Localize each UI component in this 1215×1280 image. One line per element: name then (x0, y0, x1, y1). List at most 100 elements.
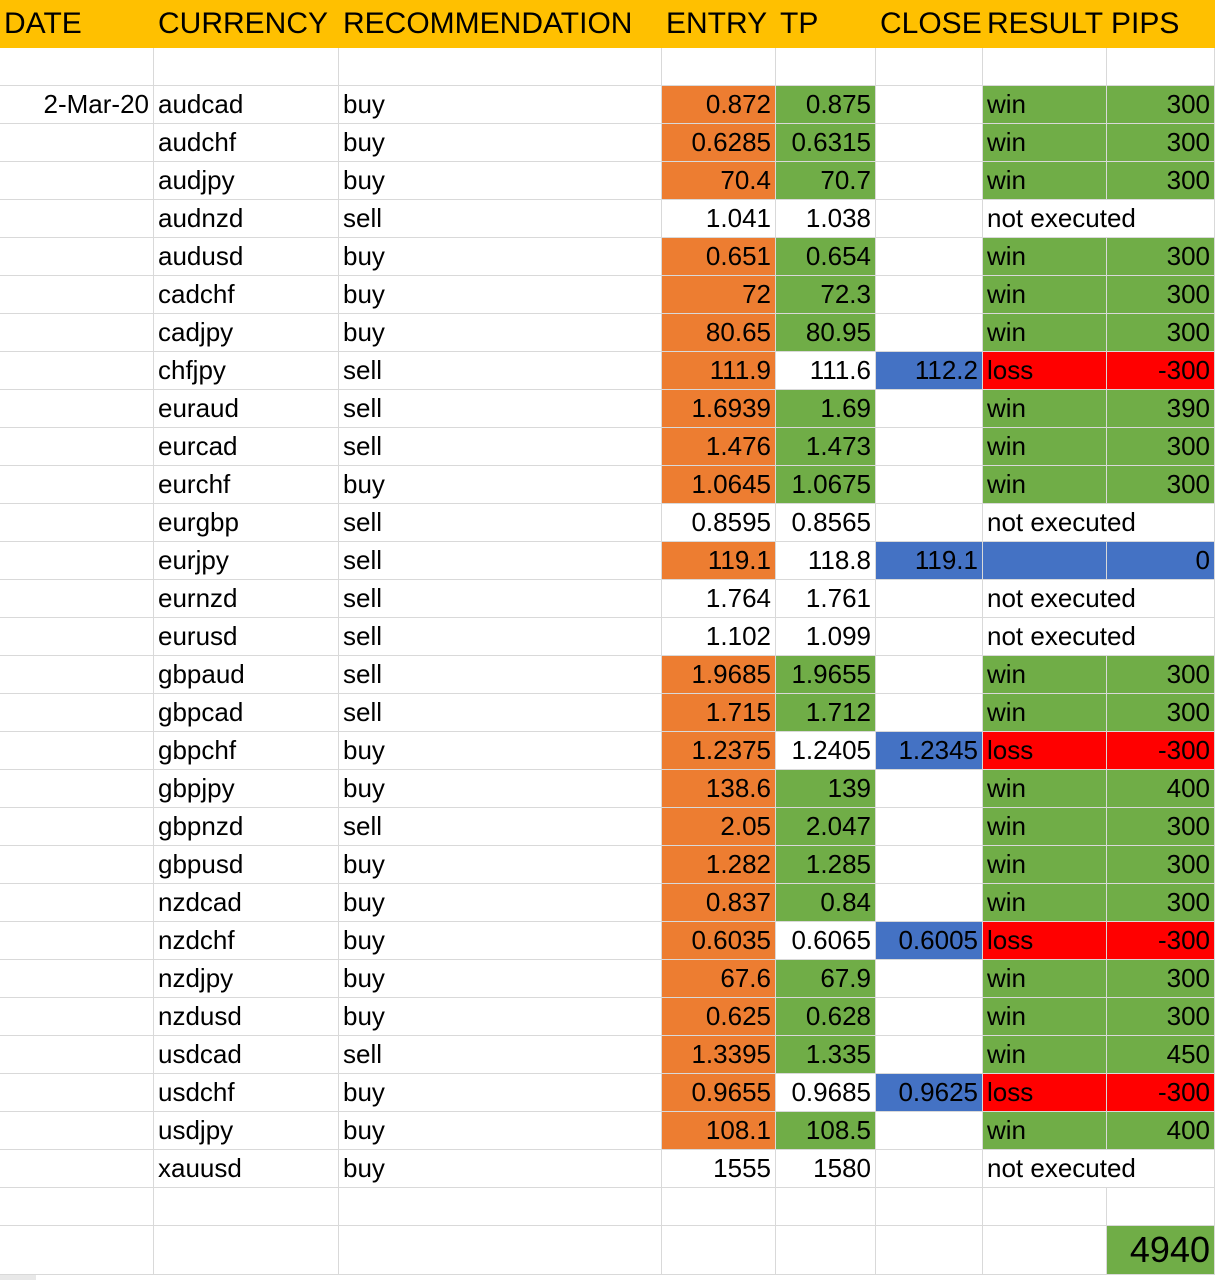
result-cell[interactable]: loss (983, 1074, 1107, 1112)
currency-cell[interactable]: usdjpy (154, 1112, 339, 1150)
entry-cell[interactable]: 1.9685 (662, 656, 776, 694)
tp-cell[interactable]: 1.0675 (776, 466, 876, 504)
close-cell[interactable] (876, 200, 983, 238)
result-cell[interactable]: win (983, 846, 1107, 884)
close-cell[interactable]: 1.2345 (876, 732, 983, 770)
header-recommendation[interactable]: RECOMMENDATION (343, 7, 633, 40)
result-cell[interactable]: win (983, 808, 1107, 846)
entry-cell[interactable]: 1.0645 (662, 466, 776, 504)
date-cell[interactable] (0, 314, 154, 352)
result-cell[interactable]: win (983, 998, 1107, 1036)
pips-cell[interactable] (1107, 618, 1215, 656)
entry-cell[interactable]: 1.102 (662, 618, 776, 656)
tp-cell[interactable]: 70.7 (776, 162, 876, 200)
date-cell[interactable] (0, 1036, 154, 1074)
close-cell[interactable] (876, 466, 983, 504)
rec-cell[interactable]: sell (339, 428, 662, 466)
tp-cell[interactable]: 80.95 (776, 314, 876, 352)
tp-cell[interactable]: 1.712 (776, 694, 876, 732)
date-cell[interactable] (0, 504, 154, 542)
tp-cell[interactable]: 1580 (776, 1150, 876, 1188)
close-cell[interactable] (876, 580, 983, 618)
header-pips[interactable]: PIPS (1111, 7, 1180, 40)
currency-cell[interactable]: nzdjpy (154, 960, 339, 998)
result-cell[interactable]: win (983, 86, 1107, 124)
date-cell[interactable] (0, 694, 154, 732)
pips-cell[interactable]: 300 (1107, 960, 1215, 998)
rec-cell[interactable]: sell (339, 1036, 662, 1074)
tp-cell[interactable]: 1.9655 (776, 656, 876, 694)
currency-cell[interactable]: usdchf (154, 1074, 339, 1112)
pips-cell[interactable]: 390 (1107, 390, 1215, 428)
tp-cell[interactable]: 1.038 (776, 200, 876, 238)
empty-cell[interactable] (0, 1226, 154, 1275)
empty-cell[interactable] (339, 1188, 662, 1226)
close-cell[interactable] (876, 960, 983, 998)
entry-cell[interactable]: 1555 (662, 1150, 776, 1188)
currency-cell[interactable]: cadjpy (154, 314, 339, 352)
close-cell[interactable] (876, 808, 983, 846)
empty-cell[interactable] (1107, 1188, 1215, 1226)
close-cell[interactable] (876, 276, 983, 314)
empty-cell[interactable] (154, 1188, 339, 1226)
close-cell[interactable] (876, 884, 983, 922)
currency-cell[interactable]: chfjpy (154, 352, 339, 390)
pips-cell[interactable]: -300 (1107, 922, 1215, 960)
empty-cell[interactable] (662, 1226, 776, 1275)
pips-cell[interactable]: 300 (1107, 428, 1215, 466)
pips-cell[interactable]: 300 (1107, 884, 1215, 922)
entry-cell[interactable]: 1.041 (662, 200, 776, 238)
currency-cell[interactable]: audusd (154, 238, 339, 276)
result-cell[interactable] (983, 542, 1107, 580)
rec-cell[interactable]: buy (339, 124, 662, 162)
pips-cell[interactable]: 400 (1107, 1112, 1215, 1150)
tp-cell[interactable]: 1.473 (776, 428, 876, 466)
close-cell[interactable] (876, 1112, 983, 1150)
tp-cell[interactable]: 2.047 (776, 808, 876, 846)
empty-cell[interactable] (0, 48, 154, 86)
entry-cell[interactable]: 2.05 (662, 808, 776, 846)
tp-cell[interactable]: 0.6065 (776, 922, 876, 960)
empty-cell[interactable] (154, 48, 339, 86)
entry-cell[interactable]: 1.2375 (662, 732, 776, 770)
currency-cell[interactable]: gbpjpy (154, 770, 339, 808)
header-result[interactable]: RESULT (987, 7, 1104, 40)
pips-cell[interactable]: 300 (1107, 656, 1215, 694)
date-cell[interactable] (0, 846, 154, 884)
result-cell[interactable]: win (983, 390, 1107, 428)
rec-cell[interactable]: buy (339, 1112, 662, 1150)
entry-cell[interactable]: 119.1 (662, 542, 776, 580)
currency-cell[interactable]: gbpnzd (154, 808, 339, 846)
tp-cell[interactable]: 139 (776, 770, 876, 808)
pips-cell[interactable] (1107, 1150, 1215, 1188)
empty-cell[interactable] (776, 1226, 876, 1275)
currency-cell[interactable]: audchf (154, 124, 339, 162)
entry-cell[interactable]: 1.3395 (662, 1036, 776, 1074)
tp-cell[interactable]: 108.5 (776, 1112, 876, 1150)
entry-cell[interactable]: 0.9655 (662, 1074, 776, 1112)
entry-cell[interactable]: 138.6 (662, 770, 776, 808)
date-cell[interactable] (0, 770, 154, 808)
result-cell[interactable]: loss (983, 922, 1107, 960)
date-cell[interactable] (0, 922, 154, 960)
close-cell[interactable] (876, 428, 983, 466)
empty-cell[interactable] (983, 48, 1107, 86)
entry-cell[interactable]: 0.6285 (662, 124, 776, 162)
rec-cell[interactable]: sell (339, 504, 662, 542)
date-cell[interactable] (0, 1112, 154, 1150)
pips-cell[interactable]: 300 (1107, 124, 1215, 162)
entry-cell[interactable]: 111.9 (662, 352, 776, 390)
currency-cell[interactable]: gbpaud (154, 656, 339, 694)
header-currency[interactable]: CURRENCY (158, 7, 329, 40)
date-cell[interactable] (0, 276, 154, 314)
close-cell[interactable] (876, 124, 983, 162)
tp-cell[interactable]: 0.8565 (776, 504, 876, 542)
close-cell[interactable] (876, 238, 983, 276)
tp-cell[interactable]: 1.335 (776, 1036, 876, 1074)
rec-cell[interactable]: sell (339, 694, 662, 732)
empty-cell[interactable] (983, 1188, 1107, 1226)
result-cell[interactable]: not executed (983, 580, 1136, 618)
rec-cell[interactable]: buy (339, 276, 662, 314)
tp-cell[interactable]: 0.6315 (776, 124, 876, 162)
empty-cell[interactable] (776, 1188, 876, 1226)
